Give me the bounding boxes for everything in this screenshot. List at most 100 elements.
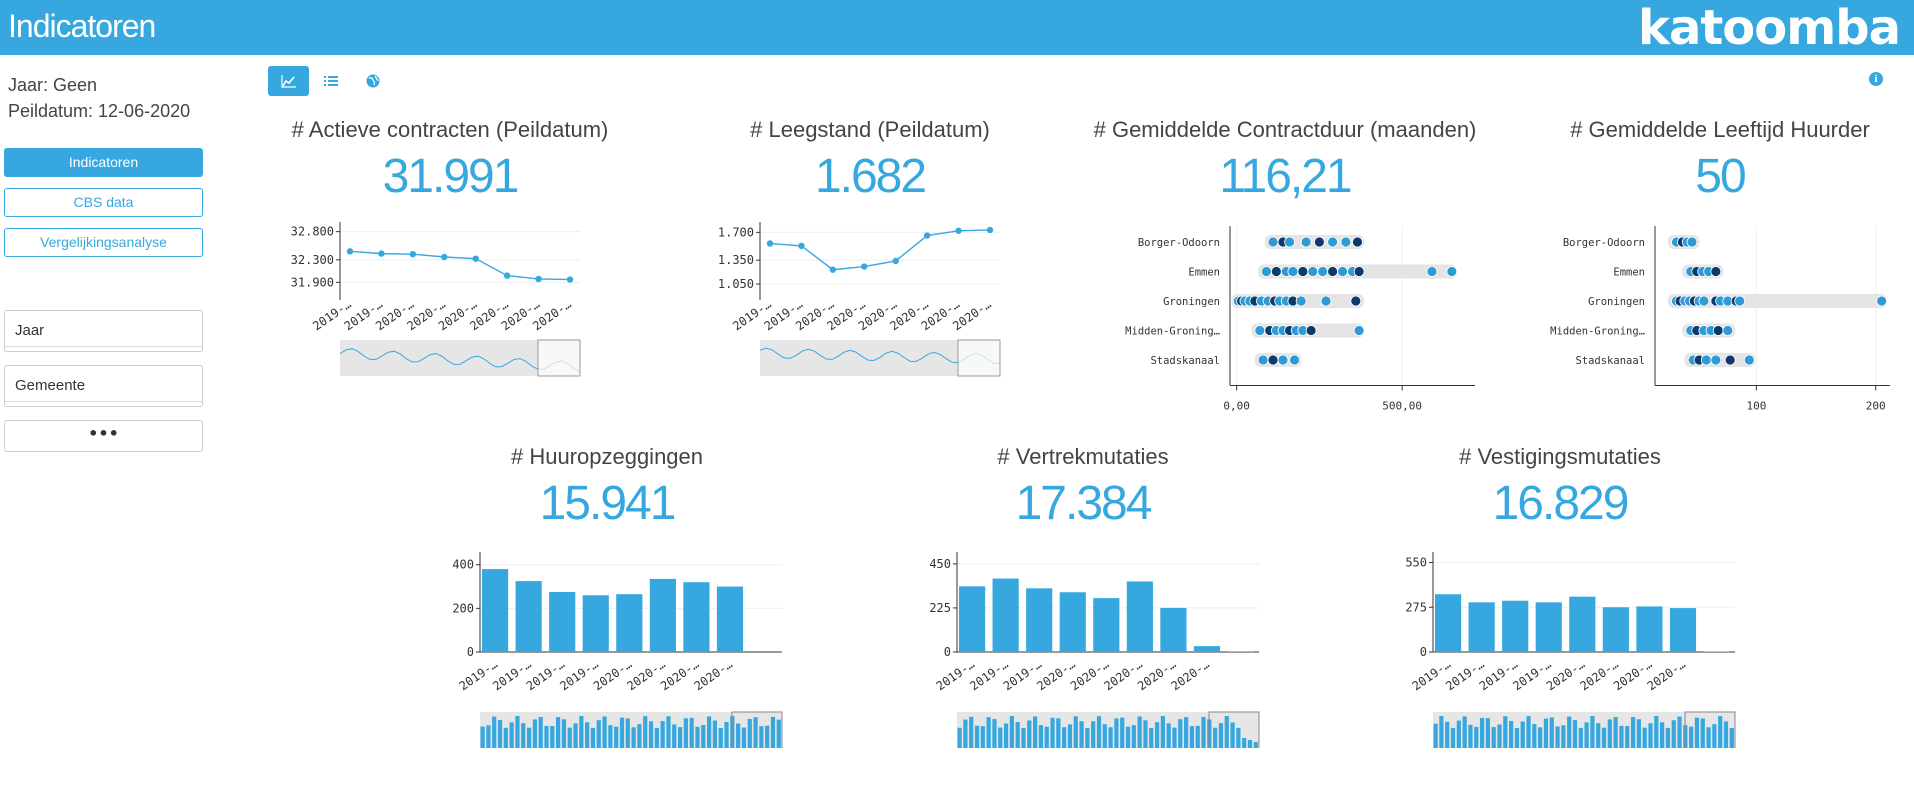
y-tick-label: 0 xyxy=(1420,645,1427,659)
overview-bar xyxy=(1044,726,1049,748)
overview-bar xyxy=(765,725,770,748)
overview-bar xyxy=(1015,722,1020,748)
overview-bar xyxy=(660,721,665,748)
sidebar: Jaar: Geen Peildatum: 12-06-2020 Indicat… xyxy=(0,55,210,798)
chart-leeftijd[interactable]: 100 200 Borger-Odoorn Emmen Groningen Midden-… xyxy=(1535,220,1905,420)
overview-bar xyxy=(1456,720,1461,748)
overview-bar xyxy=(526,727,532,748)
y-tick-label: 0 xyxy=(944,645,951,659)
data-point xyxy=(503,272,511,279)
data-point xyxy=(892,257,899,265)
overview-bar xyxy=(683,718,688,748)
overview-bar xyxy=(1062,727,1067,748)
bar xyxy=(1602,607,1629,652)
overview-bar xyxy=(753,717,758,748)
y-tick-label: 225 xyxy=(929,601,951,615)
data-point xyxy=(1700,354,1712,366)
chart-vertrekmutaties[interactable]: 45022502019-…2019-…2019-…2020-…2020-…202… xyxy=(907,548,1267,748)
info-icon[interactable]: i xyxy=(1869,72,1883,86)
overview-bar xyxy=(1067,724,1073,748)
bar xyxy=(992,578,1019,652)
chart-huuropzeggingen[interactable]: 40020002019-…2019-…2019-…2019-…2020-…202… xyxy=(430,548,790,748)
overview-bar xyxy=(1003,723,1009,748)
bar xyxy=(649,578,676,652)
data-point xyxy=(798,242,805,250)
category-label: Emmen xyxy=(1188,267,1220,279)
data-point xyxy=(1257,354,1269,366)
overview-bar xyxy=(1154,722,1160,748)
overview-bar xyxy=(1479,717,1485,748)
overview-bar xyxy=(1578,727,1583,748)
overview-bar xyxy=(497,720,503,748)
panel-value-vertrekmutaties: 17.384 xyxy=(1015,477,1153,530)
data-point xyxy=(923,232,931,239)
data-point xyxy=(1300,236,1312,248)
panel-title-contractduur: # Gemiddelde Contractduur (maanden) xyxy=(1093,117,1477,142)
overview-bar xyxy=(1096,716,1102,748)
more-filters-button[interactable]: ••• xyxy=(4,420,203,452)
vergelijkingsanalyse-button[interactable]: Vergelijkingsanalyse xyxy=(4,228,203,257)
overview-bar xyxy=(1027,720,1032,748)
y-tick-label: 200 xyxy=(452,601,474,615)
data-point xyxy=(1710,354,1722,366)
bar xyxy=(1569,596,1596,652)
overview-bar xyxy=(672,724,677,748)
overview-bar xyxy=(1125,726,1131,748)
overview-bar xyxy=(957,727,962,748)
overview-bar xyxy=(736,723,741,748)
overview-bar xyxy=(579,716,584,748)
bar xyxy=(1468,602,1495,652)
bar xyxy=(1502,600,1529,652)
bar xyxy=(1435,594,1462,652)
y-tick-label: 1.350 xyxy=(718,253,754,267)
overview-bar xyxy=(1706,727,1711,748)
data-point xyxy=(1686,236,1698,248)
overview-bar xyxy=(1166,723,1171,748)
category-label: Midden-Groning… xyxy=(1125,326,1220,338)
overview-brush xyxy=(731,711,783,748)
gemeente-filter[interactable]: Gemeente xyxy=(4,365,203,407)
data-point xyxy=(1446,266,1458,277)
overview-bar xyxy=(1143,720,1148,748)
overview-bar xyxy=(747,719,752,748)
data-point xyxy=(346,248,354,255)
chart-leegstand[interactable]: 1.7001.3501.0502019-…2019-…2020-…2020-…2… xyxy=(690,220,1050,425)
jaar-filter[interactable]: Jaar xyxy=(4,310,203,352)
chart-vestigingsmutaties[interactable]: 55027502019-…2019-…2019-…2019-…2020-…202… xyxy=(1383,548,1743,748)
overview-bar xyxy=(637,724,642,748)
tab-list[interactable] xyxy=(310,66,351,96)
cbs-data-button[interactable]: CBS data xyxy=(4,188,203,217)
chart-contractduur[interactable]: 0,00 500,00 Borger-Odoorn Emmen Groningen Mid… xyxy=(1110,220,1490,420)
data-point xyxy=(1305,325,1317,336)
overview-bar xyxy=(718,727,723,748)
tab-map[interactable] xyxy=(352,66,393,96)
y-tick-label: 400 xyxy=(452,558,474,572)
overview-bar xyxy=(1195,725,1200,748)
overview-bar xyxy=(1613,716,1618,748)
bar xyxy=(1059,592,1086,652)
chart-actieve-contracten[interactable]: 32.80032.30031.9002019-…2019-…2020-…2020… xyxy=(270,220,630,425)
category-label: Stadskanaal xyxy=(1575,355,1645,367)
indicatoren-button[interactable]: Indicatoren xyxy=(4,148,203,177)
overview-bar xyxy=(1509,720,1514,748)
category-label: Stadskanaal xyxy=(1150,355,1220,367)
overview-bar xyxy=(701,724,706,748)
tab-charts[interactable] xyxy=(268,66,309,96)
katoomba-logo[interactable]: katoomba xyxy=(1638,0,1901,56)
overview-bar xyxy=(1619,725,1624,748)
overview-bar xyxy=(1462,716,1467,748)
overview-bar xyxy=(1642,727,1647,748)
data-point xyxy=(1722,325,1734,336)
data-point xyxy=(1307,266,1319,277)
overview-bar xyxy=(567,727,572,748)
overview-bar xyxy=(1120,717,1125,748)
bar xyxy=(482,569,509,652)
overview-bar xyxy=(550,726,555,748)
bar xyxy=(616,594,643,652)
panel-title-leeftijd: # Gemiddelde Leeftijd Huurder xyxy=(1570,117,1870,142)
data-point xyxy=(1254,325,1266,336)
y-tick-label: 0 xyxy=(467,645,474,659)
overview-bar xyxy=(677,727,683,748)
overview-bar xyxy=(1601,727,1607,748)
bar xyxy=(582,595,609,652)
